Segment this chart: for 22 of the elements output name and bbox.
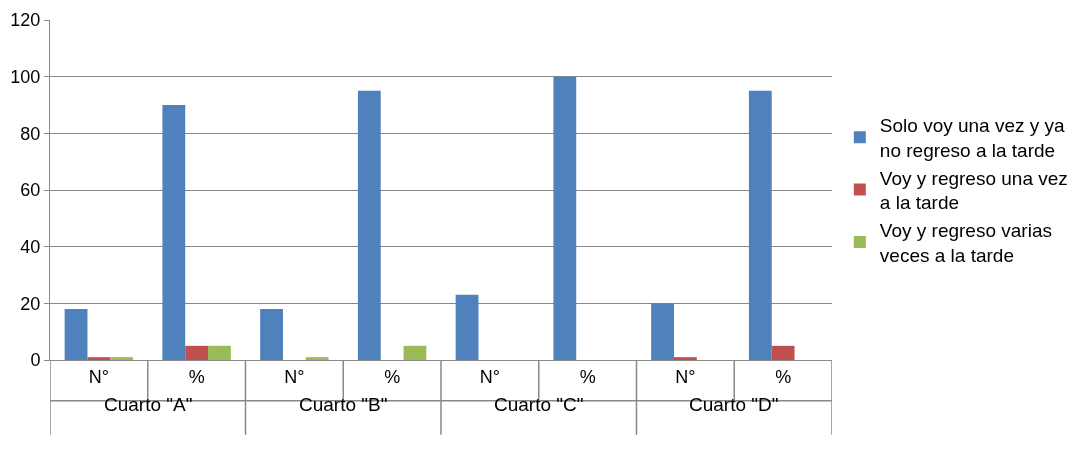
x-tick-label: N° bbox=[479, 366, 500, 387]
y-tick-label: 40 bbox=[20, 236, 41, 257]
y-tick-label: 100 bbox=[10, 66, 41, 87]
legend-label: Voy y regreso varias veces a la tarde bbox=[879, 220, 1052, 266]
y-tick-label: 60 bbox=[20, 180, 41, 201]
x-tick-label: % bbox=[579, 366, 596, 387]
y-tick-label: 80 bbox=[20, 123, 41, 144]
x-tick-label: N° bbox=[284, 366, 305, 387]
y-tick-label: 20 bbox=[20, 293, 41, 314]
x-tick-label: % bbox=[775, 366, 792, 387]
legend-label: Solo voy una vez y ya no regreso a la tarde bbox=[879, 115, 1066, 161]
text: Cuarto "C" bbox=[494, 394, 584, 415]
y-tick-label: 120 bbox=[10, 10, 41, 31]
x-tick-label: % bbox=[188, 366, 205, 387]
x-tick-label: % bbox=[384, 366, 401, 387]
x-tick-label: N° bbox=[88, 366, 109, 387]
text: Cuarto "B" bbox=[299, 394, 388, 415]
text: Cuarto "D" bbox=[689, 394, 779, 415]
x-tick-label: N° bbox=[675, 366, 696, 387]
text: Cuarto "A" bbox=[104, 394, 193, 415]
y-tick-label: 0 bbox=[30, 350, 41, 371]
legend-label: Voy y regreso una vez a la tarde bbox=[879, 167, 1068, 214]
